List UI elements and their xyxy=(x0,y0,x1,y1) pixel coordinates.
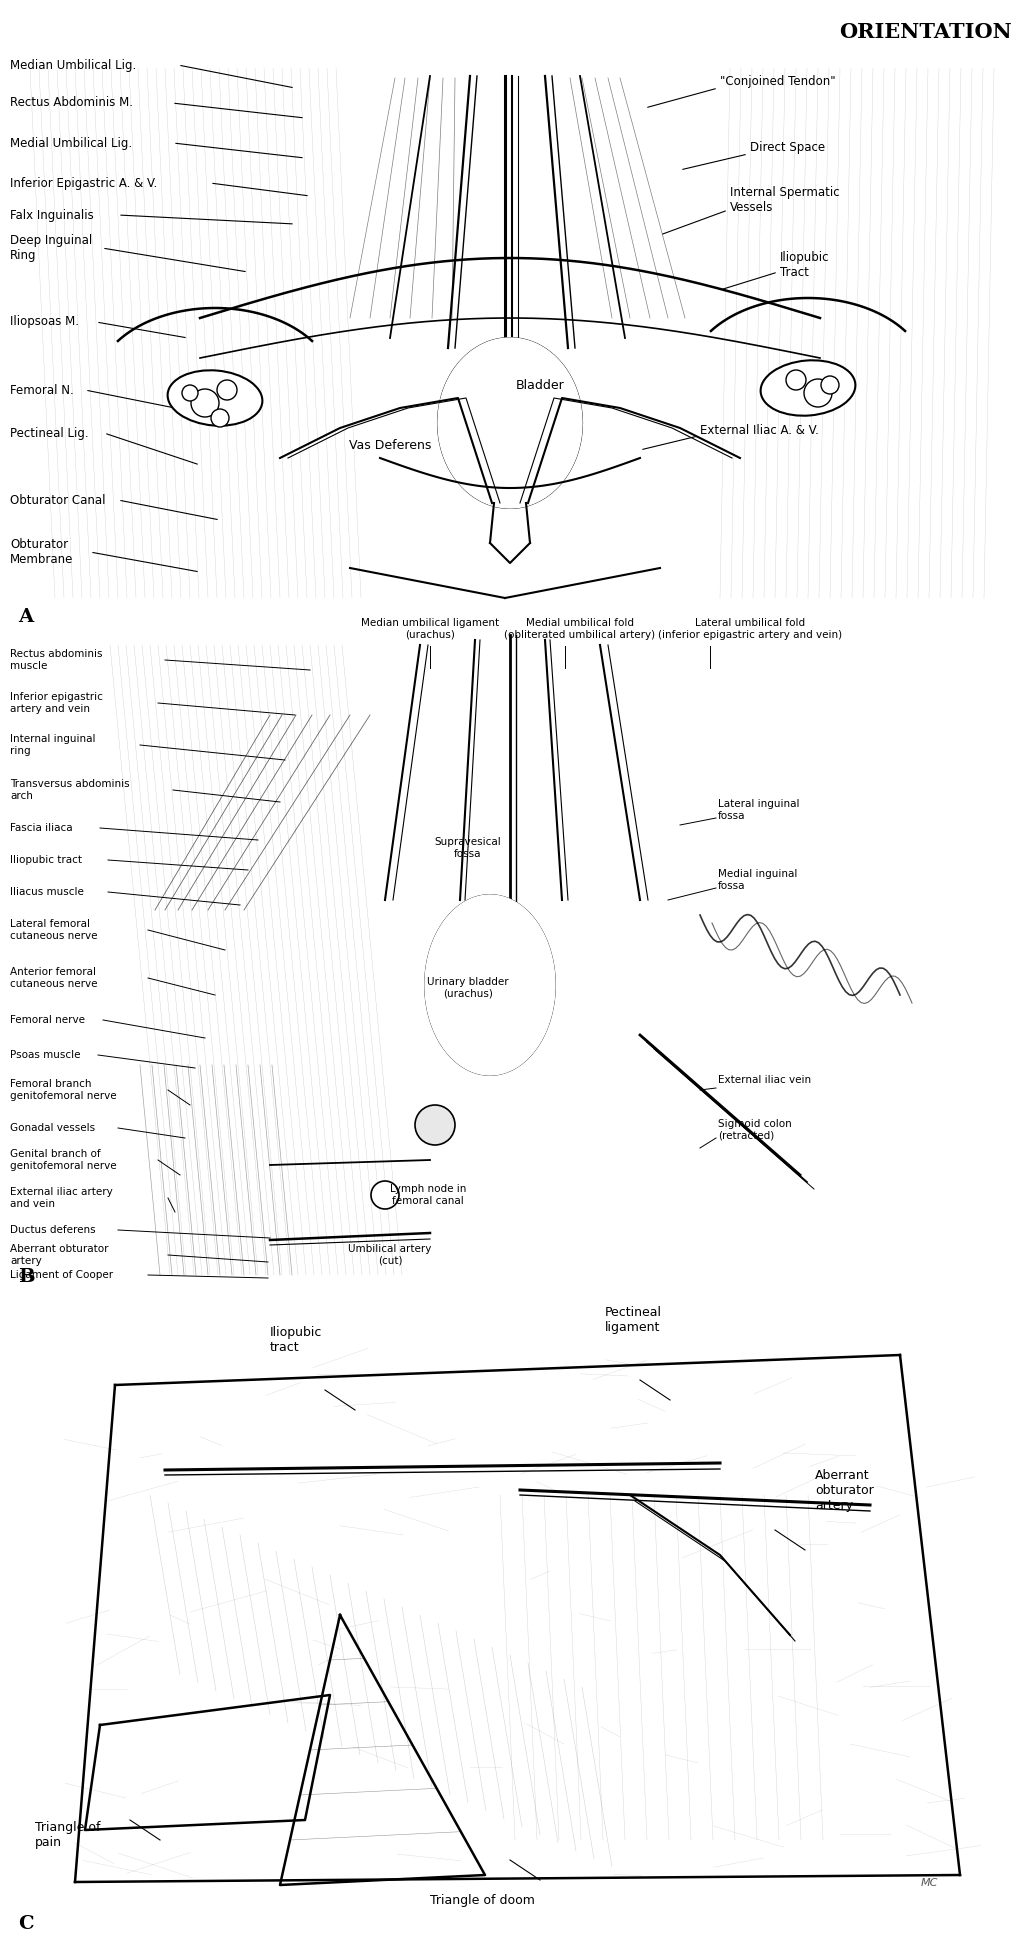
Text: Inferior epigastric
artery and vein: Inferior epigastric artery and vein xyxy=(10,692,103,713)
Text: Iliopubic
tract: Iliopubic tract xyxy=(270,1326,323,1355)
Text: Bladder: Bladder xyxy=(516,379,565,391)
Ellipse shape xyxy=(168,369,262,426)
Text: Iliopubic tract: Iliopubic tract xyxy=(10,855,82,865)
Text: Medial umbilical fold
(obliterated umbilical artery): Medial umbilical fold (obliterated umbil… xyxy=(504,618,656,640)
Text: A: A xyxy=(18,608,33,626)
Circle shape xyxy=(821,375,839,395)
Text: Supravesical
fossa: Supravesical fossa xyxy=(435,838,501,859)
Text: Pectineal Lig.: Pectineal Lig. xyxy=(10,426,88,439)
Text: Umbilical artery
(cut): Umbilical artery (cut) xyxy=(348,1244,432,1266)
Text: Anterior femoral
cutaneous nerve: Anterior femoral cutaneous nerve xyxy=(10,968,97,989)
Text: Obturator
Membrane: Obturator Membrane xyxy=(10,538,74,566)
Polygon shape xyxy=(425,894,555,1075)
Text: Ligament of Cooper: Ligament of Cooper xyxy=(10,1269,113,1279)
Text: Pectineal
ligament: Pectineal ligament xyxy=(605,1306,662,1334)
Text: Sigmoid colon
(retracted): Sigmoid colon (retracted) xyxy=(718,1120,791,1141)
Text: Iliacus muscle: Iliacus muscle xyxy=(10,886,84,896)
Text: Falx Inguinalis: Falx Inguinalis xyxy=(10,208,93,222)
Text: Fascia iliaca: Fascia iliaca xyxy=(10,822,73,832)
Text: C: C xyxy=(18,1915,34,1932)
Circle shape xyxy=(371,1182,399,1209)
Circle shape xyxy=(191,389,219,418)
Text: Lateral femoral
cutaneous nerve: Lateral femoral cutaneous nerve xyxy=(10,920,97,941)
Text: Rectus abdominis
muscle: Rectus abdominis muscle xyxy=(10,649,103,671)
Text: Genital branch of
genitofemoral nerve: Genital branch of genitofemoral nerve xyxy=(10,1149,117,1170)
Circle shape xyxy=(804,379,832,406)
Text: Transversus abdominis
arch: Transversus abdominis arch xyxy=(10,780,129,801)
Text: Direct Space: Direct Space xyxy=(750,142,825,154)
Text: Medial Umbilical Lig.: Medial Umbilical Lig. xyxy=(10,136,132,150)
Text: ORIENTATION: ORIENTATION xyxy=(839,21,1012,43)
Text: Iliopsoas M.: Iliopsoas M. xyxy=(10,315,79,329)
Text: Aberrant obturator
artery: Aberrant obturator artery xyxy=(10,1244,109,1266)
Text: Femoral N.: Femoral N. xyxy=(10,383,74,397)
Text: Iliopubic
Tract: Iliopubic Tract xyxy=(780,251,829,280)
Text: Vas Deferens: Vas Deferens xyxy=(348,439,432,451)
Text: Internal inguinal
ring: Internal inguinal ring xyxy=(10,735,95,756)
Text: Aberrant
obturator
artery: Aberrant obturator artery xyxy=(815,1468,873,1512)
Text: Median umbilical ligament
(urachus): Median umbilical ligament (urachus) xyxy=(361,618,499,640)
Text: B: B xyxy=(18,1267,35,1287)
Text: Urinary bladder
(urachus): Urinary bladder (urachus) xyxy=(427,978,508,999)
Text: Femoral nerve: Femoral nerve xyxy=(10,1015,85,1024)
Text: Psoas muscle: Psoas muscle xyxy=(10,1050,81,1059)
Circle shape xyxy=(211,408,229,428)
Circle shape xyxy=(415,1104,455,1145)
Text: "Conjoined Tendon": "Conjoined Tendon" xyxy=(720,76,835,89)
Text: Lateral umbilical fold
(inferior epigastric artery and vein): Lateral umbilical fold (inferior epigast… xyxy=(658,618,843,640)
Text: Inferior Epigastric A. & V.: Inferior Epigastric A. & V. xyxy=(10,177,157,189)
Circle shape xyxy=(786,369,806,391)
Text: External Iliac A. & V.: External Iliac A. & V. xyxy=(700,424,819,437)
Text: Lymph node in
femoral canal: Lymph node in femoral canal xyxy=(390,1184,466,1205)
Text: Medial inguinal
fossa: Medial inguinal fossa xyxy=(718,869,797,890)
Text: Obturator Canal: Obturator Canal xyxy=(10,494,106,507)
Text: MC: MC xyxy=(920,1878,938,1888)
Text: Ductus deferens: Ductus deferens xyxy=(10,1225,95,1234)
Text: Lateral inguinal
fossa: Lateral inguinal fossa xyxy=(718,799,800,820)
Text: Triangle of doom: Triangle of doom xyxy=(430,1893,535,1907)
Text: Triangle of
pain: Triangle of pain xyxy=(35,1822,100,1849)
Circle shape xyxy=(182,385,198,400)
Text: External iliac artery
and vein: External iliac artery and vein xyxy=(10,1188,113,1209)
Text: Median Umbilical Lig.: Median Umbilical Lig. xyxy=(10,58,136,72)
Text: Gonadal vessels: Gonadal vessels xyxy=(10,1124,95,1133)
Text: Femoral branch
genitofemoral nerve: Femoral branch genitofemoral nerve xyxy=(10,1079,117,1100)
Text: External iliac vein: External iliac vein xyxy=(718,1075,811,1085)
Text: Rectus Abdominis M.: Rectus Abdominis M. xyxy=(10,97,133,109)
Polygon shape xyxy=(438,338,582,507)
Circle shape xyxy=(217,379,237,400)
Ellipse shape xyxy=(761,360,856,416)
Text: Deep Inguinal
Ring: Deep Inguinal Ring xyxy=(10,233,92,262)
Text: Internal Spermatic
Vessels: Internal Spermatic Vessels xyxy=(730,187,839,214)
